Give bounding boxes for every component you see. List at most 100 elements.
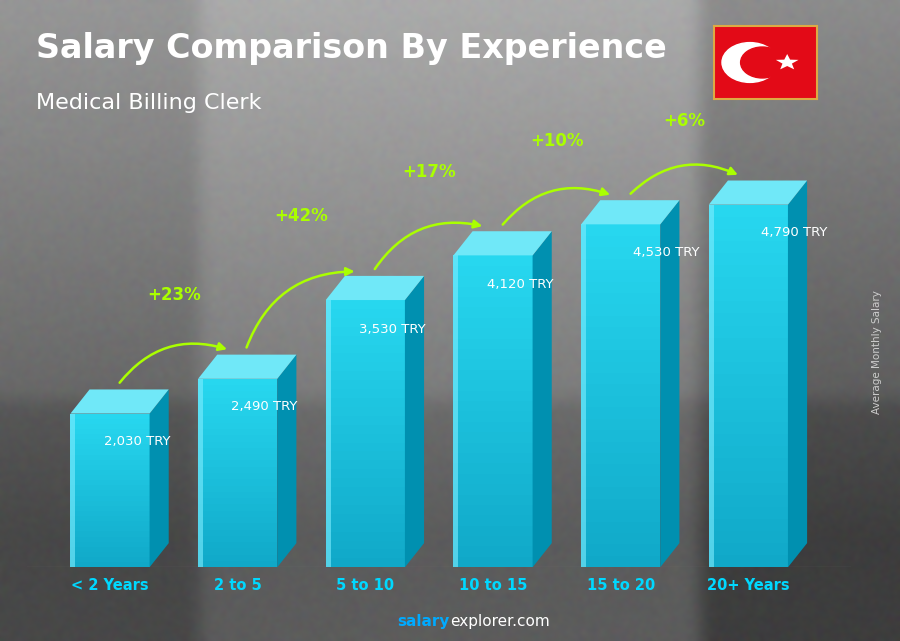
Bar xyxy=(581,327,661,338)
Bar xyxy=(581,464,661,476)
Bar xyxy=(326,523,405,531)
Bar xyxy=(326,345,405,353)
Bar xyxy=(454,349,533,360)
Bar xyxy=(454,463,533,474)
Bar xyxy=(581,247,661,258)
Bar xyxy=(198,523,277,529)
Bar xyxy=(709,362,788,374)
Bar xyxy=(326,549,405,558)
Bar xyxy=(198,561,277,567)
Bar xyxy=(581,385,661,395)
Bar xyxy=(198,486,277,492)
Bar xyxy=(454,557,533,567)
Bar xyxy=(581,544,661,556)
Bar xyxy=(454,380,533,390)
Bar xyxy=(454,390,533,401)
Bar xyxy=(709,313,788,326)
Polygon shape xyxy=(788,181,807,567)
Bar xyxy=(70,429,149,434)
Text: 3,530 TRY: 3,530 TRY xyxy=(359,323,426,336)
Bar xyxy=(326,353,405,362)
Text: Salary Comparison By Experience: Salary Comparison By Experience xyxy=(36,32,667,65)
Bar xyxy=(70,424,149,429)
Bar xyxy=(454,266,533,276)
Bar xyxy=(709,495,788,507)
Bar xyxy=(709,422,788,435)
Polygon shape xyxy=(326,276,424,300)
Bar xyxy=(198,492,277,498)
Bar xyxy=(70,449,149,454)
Bar xyxy=(454,297,533,308)
Bar xyxy=(709,374,788,386)
Bar xyxy=(198,392,277,397)
Bar xyxy=(454,494,533,505)
Polygon shape xyxy=(661,200,680,567)
Bar xyxy=(709,277,788,289)
Text: +10%: +10% xyxy=(530,131,583,149)
Text: explorer.com: explorer.com xyxy=(450,615,550,629)
Bar xyxy=(326,407,405,416)
Text: 4,120 TRY: 4,120 TRY xyxy=(487,278,554,291)
Bar xyxy=(70,465,149,470)
Bar xyxy=(70,413,149,419)
Bar xyxy=(454,370,533,380)
Bar xyxy=(326,309,405,318)
Bar xyxy=(326,380,405,389)
Bar xyxy=(70,531,149,537)
Bar xyxy=(709,446,788,458)
Bar xyxy=(454,318,533,328)
Bar xyxy=(454,401,533,412)
Bar xyxy=(326,469,405,478)
Bar xyxy=(709,217,788,229)
Bar xyxy=(70,516,149,521)
Bar xyxy=(326,487,405,496)
Bar xyxy=(70,434,149,439)
Bar xyxy=(709,338,788,350)
Bar xyxy=(454,338,533,349)
Bar xyxy=(709,543,788,555)
Bar xyxy=(198,385,277,392)
Bar xyxy=(70,454,149,460)
Bar xyxy=(198,404,277,410)
Bar xyxy=(581,350,661,362)
Bar xyxy=(70,542,149,547)
Bar xyxy=(581,407,661,419)
Bar xyxy=(198,454,277,460)
Bar xyxy=(454,547,533,557)
Bar xyxy=(326,318,405,327)
Bar xyxy=(70,521,149,526)
Bar xyxy=(70,485,149,490)
Bar xyxy=(581,270,661,281)
Bar xyxy=(454,422,533,432)
Bar xyxy=(198,529,277,536)
Bar xyxy=(198,504,277,511)
Bar xyxy=(326,442,405,451)
Text: Medical Billing Clerk: Medical Billing Clerk xyxy=(36,93,262,113)
Bar xyxy=(581,236,661,247)
Text: 4,790 TRY: 4,790 TRY xyxy=(761,226,827,239)
Bar xyxy=(581,362,661,373)
Bar xyxy=(581,487,661,499)
Bar xyxy=(198,511,277,517)
Bar xyxy=(326,505,405,514)
Bar xyxy=(70,490,149,495)
Bar xyxy=(198,429,277,435)
Bar xyxy=(581,499,661,510)
Text: +23%: +23% xyxy=(147,286,201,304)
Bar xyxy=(709,253,788,265)
Bar xyxy=(581,476,661,487)
Bar xyxy=(709,289,788,301)
Bar xyxy=(709,229,788,241)
Bar xyxy=(709,386,788,398)
Bar xyxy=(581,338,661,350)
Bar xyxy=(581,258,661,270)
Bar xyxy=(581,556,661,567)
Bar xyxy=(198,410,277,417)
Bar xyxy=(326,540,405,549)
Polygon shape xyxy=(405,276,424,567)
Bar xyxy=(326,416,405,425)
Bar xyxy=(70,501,149,506)
Text: +42%: +42% xyxy=(274,207,328,225)
Bar xyxy=(326,398,405,407)
Bar xyxy=(581,224,586,567)
